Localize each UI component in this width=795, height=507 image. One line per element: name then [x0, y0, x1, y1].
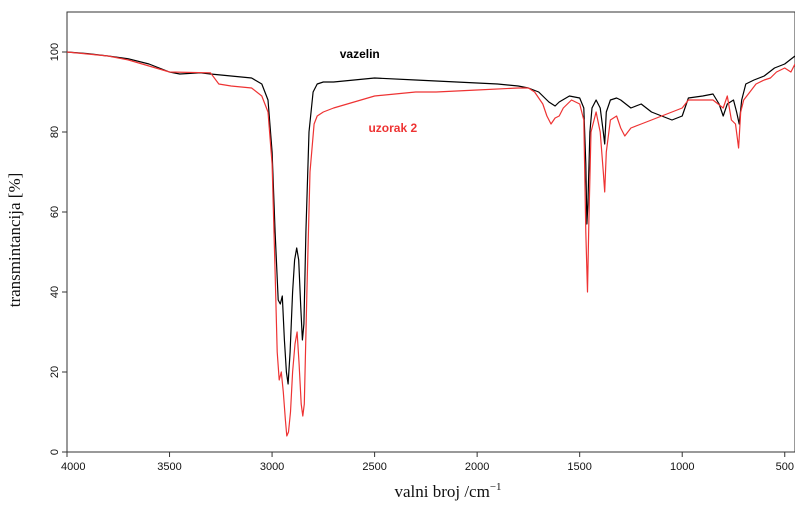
series-labels: vazelin uzorak 2: [340, 47, 418, 135]
y-tick-label: 20: [49, 366, 61, 378]
series-line-2: [66, 51, 795, 437]
x-axis-title-superscript: −1: [490, 481, 502, 493]
y-tick-label: 40: [49, 286, 61, 298]
series-label-1: vazelin: [340, 47, 380, 61]
y-axis-title: transmintancija [%]: [5, 173, 24, 308]
y-tick-label: 80: [49, 126, 61, 138]
series-lines: [66, 51, 795, 437]
x-tick-label: 3000: [260, 461, 284, 473]
series-line-1: [66, 51, 795, 385]
x-tick-label: 2500: [362, 461, 386, 473]
plot-frame: [66, 11, 795, 453]
x-tick-label: 4000: [61, 461, 85, 473]
y-tick-label: 100: [49, 43, 61, 61]
y-tick-label: 0: [49, 449, 61, 455]
y-axis-ticks: 0 20 40 60 80 100: [49, 43, 67, 455]
x-tick-label: 1500: [567, 461, 591, 473]
x-axis-title: valni broj /cm−1: [394, 481, 501, 501]
series-label-2: uzorak 2: [368, 121, 417, 135]
x-tick-label: 2000: [465, 461, 489, 473]
x-tick-label: 500: [776, 461, 794, 473]
x-tick-label: 3500: [157, 461, 181, 473]
x-axis-ticks: 4000 3500 3000 2500 2000 1500 1000 500: [61, 452, 794, 473]
y-tick-label: 60: [49, 206, 61, 218]
x-axis-title-text: valni broj /cm: [394, 482, 489, 501]
x-tick-label: 1000: [670, 461, 694, 473]
